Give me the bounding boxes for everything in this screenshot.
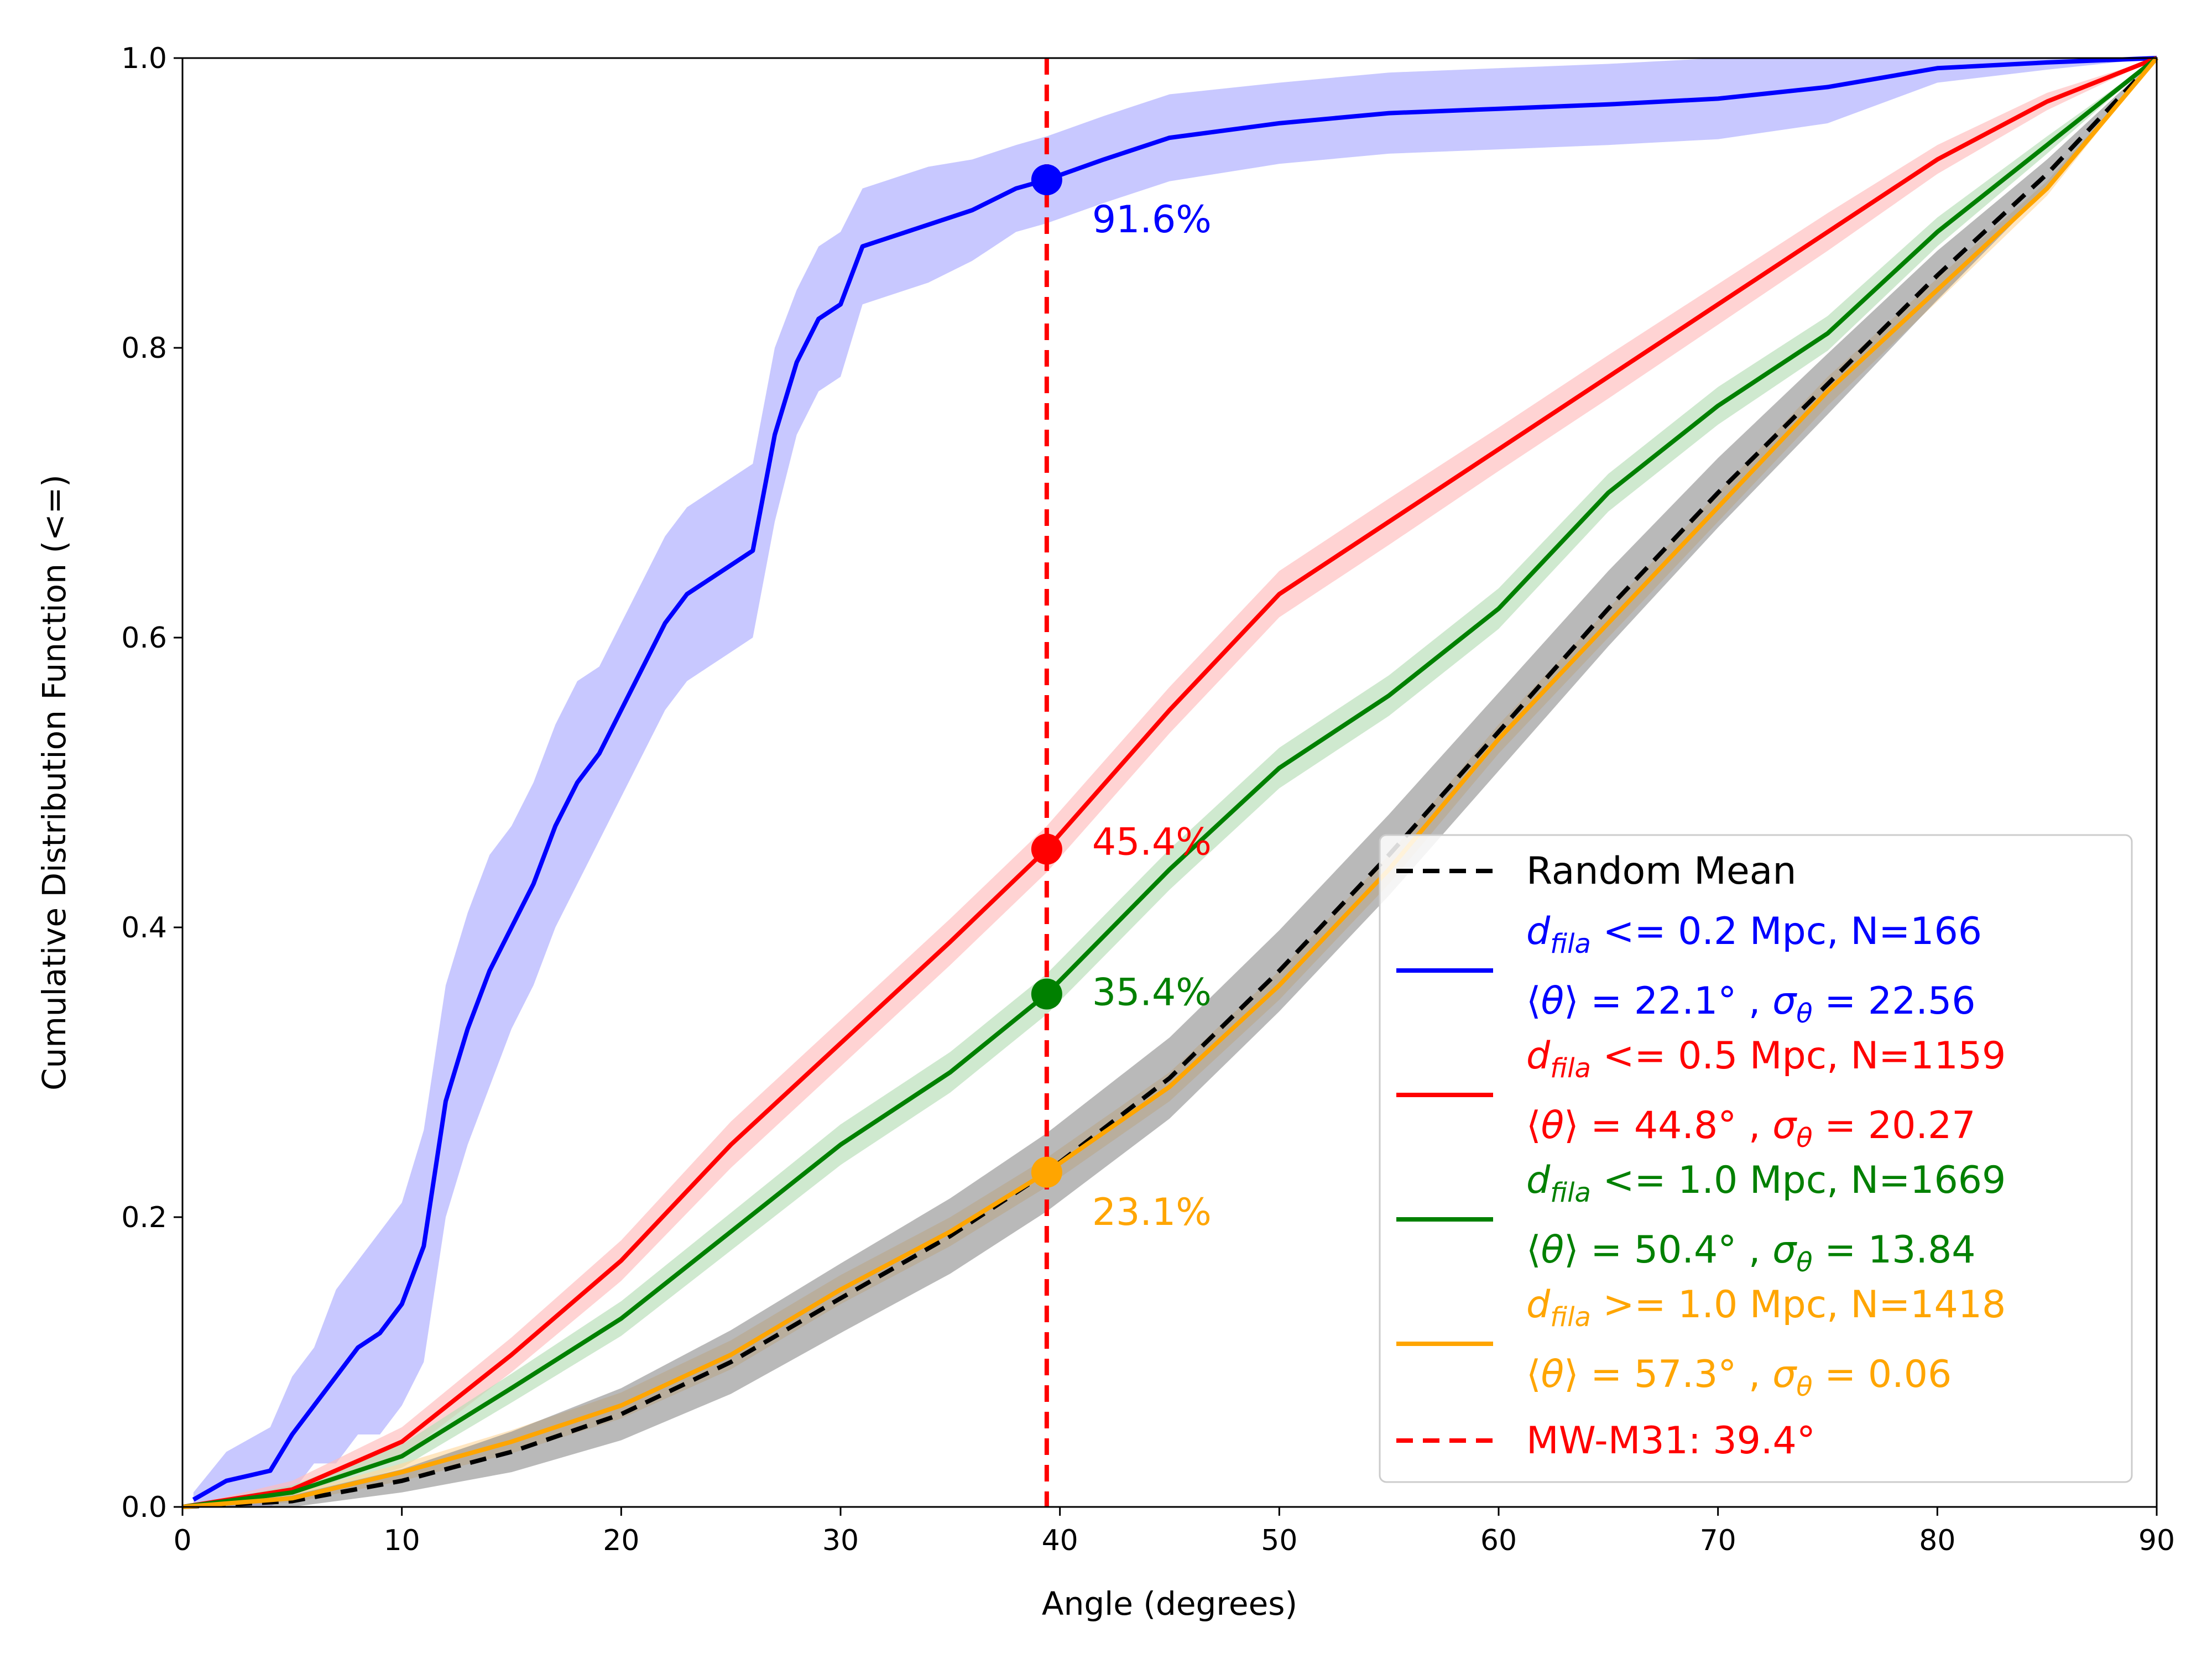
legend-mw-m31-label: MW-M31: 39.4°: [1526, 1419, 1815, 1463]
y-tick-label: 0.2: [121, 1201, 167, 1234]
s_red-annotation: 45.4%: [1092, 821, 1212, 864]
x-tick-label: 10: [384, 1524, 420, 1557]
x-tick-label: 70: [1700, 1524, 1736, 1557]
s_green-annotation: 35.4%: [1092, 971, 1212, 1015]
legend-random-mean-label: Random Mean: [1526, 849, 1796, 893]
legend: Random Mean dfila <= 0.2 Mpc, N=166 ⟨θ⟩ = …: [1379, 834, 2133, 1483]
s_green-band: [182, 58, 2157, 1507]
s_red-legend-line1: dfila <= 0.5 Mpc, N=1159: [1526, 1034, 2006, 1084]
confidence-bands: [182, 58, 2157, 1507]
x-tick-label: 0: [173, 1524, 191, 1557]
s_red-legend-mean: 44.8: [1634, 1104, 1718, 1147]
s_blue-annotation: 91.6%: [1092, 198, 1212, 242]
y-axis-ticks: 0.0 0.2 0.4 0.6 0.8 1.0: [121, 42, 182, 1524]
s_blue-legend-mean: 22.1: [1634, 979, 1718, 1023]
y-tick-label: 0.0: [121, 1491, 167, 1524]
x-tick-label: 80: [1919, 1524, 1955, 1557]
x-tick-label: 90: [2138, 1524, 2175, 1557]
annotations: 91.6% 45.4% 35.4% 23.1%: [1092, 198, 1212, 1234]
s_orange-legend-sigma: 0.06: [1868, 1353, 1952, 1396]
x-axis-label: Angle (degrees): [1042, 1585, 1297, 1623]
x-tick-label: 30: [822, 1524, 859, 1557]
s_green-legend-sigma: 13.84: [1868, 1228, 1976, 1272]
s_green-marker-point: [1031, 978, 1062, 1010]
s_blue-band: [193, 58, 2157, 1507]
s_green-legend-mean: 50.4: [1634, 1228, 1718, 1272]
s_orange-legend-line1: dfila >= 1.0 Mpc, N=1418: [1526, 1283, 2006, 1333]
s_green-line: [182, 56, 2158, 1509]
x-tick-label: 50: [1261, 1524, 1297, 1557]
legend-box: [1379, 834, 2133, 1483]
s_orange-legend-line2: ⟨θ⟩ = 57.3° , σθ = 0.06: [1526, 1353, 1952, 1402]
marker-points: [1031, 164, 1062, 1188]
x-tick-label: 40: [1042, 1524, 1078, 1557]
s_blue-legend-line1: dfila <= 0.2 Mpc, N=166: [1526, 910, 1982, 959]
s_blue-legend-sigma: 22.56: [1868, 979, 1976, 1023]
series-lines: [182, 56, 2159, 1509]
s_orange-annotation: 23.1%: [1092, 1191, 1212, 1234]
y-tick-label: 1.0: [121, 42, 167, 75]
s_green-legend-line2: ⟨θ⟩ = 50.4° , σθ = 13.84: [1526, 1228, 1976, 1278]
plot-frame: [181, 57, 2158, 1508]
s_red-line: [182, 56, 2158, 1509]
s_blue-legend-line2: ⟨θ⟩ = 22.1° , σθ = 22.56: [1526, 979, 1976, 1029]
s_red-legend-line2: ⟨θ⟩ = 44.8° , σθ = 20.27: [1526, 1104, 1976, 1154]
y-tick-label: 0.6: [121, 622, 167, 655]
y-tick-label: 0.4: [121, 911, 167, 945]
x-axis-ticks: 0 10 20 30 40 50 60 70 80 90: [173, 1507, 2175, 1557]
s_orange-legend-mean: 57.3: [1634, 1353, 1718, 1396]
s_green-legend-line1: dfila <= 1.0 Mpc, N=1669: [1526, 1159, 2006, 1208]
x-tick-label: 60: [1480, 1524, 1517, 1557]
x-tick-label: 20: [603, 1524, 639, 1557]
random-mean-line: [182, 56, 2158, 1509]
s_blue-line: [192, 56, 2157, 1502]
y-tick-label: 0.8: [121, 332, 167, 365]
y-axis-label: Cumulative Distribution Function (<=): [35, 474, 73, 1091]
s_orange-line: [182, 56, 2159, 1509]
s_orange-marker-point: [1031, 1156, 1062, 1188]
s_red-marker-point: [1031, 833, 1062, 865]
s_red-legend-sigma: 20.27: [1868, 1104, 1976, 1147]
s_blue-marker-point: [1031, 164, 1062, 196]
